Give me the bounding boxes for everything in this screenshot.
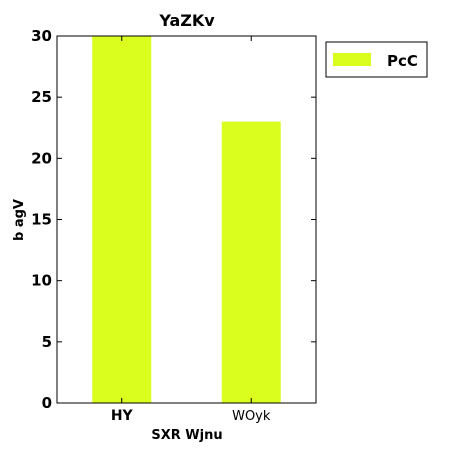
chart-title: YaZKv — [158, 11, 215, 30]
x-tick-label-woyk: WOyk — [232, 409, 271, 424]
x-axis-ticks: HY WOyk — [111, 36, 271, 424]
legend-label: PcC — [387, 52, 418, 70]
y-tick-label: 30 — [31, 27, 52, 45]
x-tick-label-hy: HY — [111, 408, 134, 424]
y-tick-label: 0 — [42, 394, 52, 412]
legend: PcC — [325, 41, 428, 78]
y-tick-label: 10 — [31, 272, 52, 290]
legend-swatch — [333, 53, 371, 66]
y-tick-label: 15 — [31, 211, 52, 229]
y-tick-label: 20 — [31, 149, 52, 167]
bars-layer — [92, 36, 281, 403]
y-tick-label: 25 — [31, 88, 52, 106]
y-axis-ticks: 0 5 10 15 20 25 30 — [31, 27, 316, 412]
y-axis-label: b agV — [12, 199, 27, 241]
y-tick-label: 5 — [42, 333, 52, 351]
bar-woyk — [221, 121, 281, 403]
bar-hy — [92, 36, 152, 403]
x-axis-label: SXR Wjnu — [151, 428, 222, 443]
